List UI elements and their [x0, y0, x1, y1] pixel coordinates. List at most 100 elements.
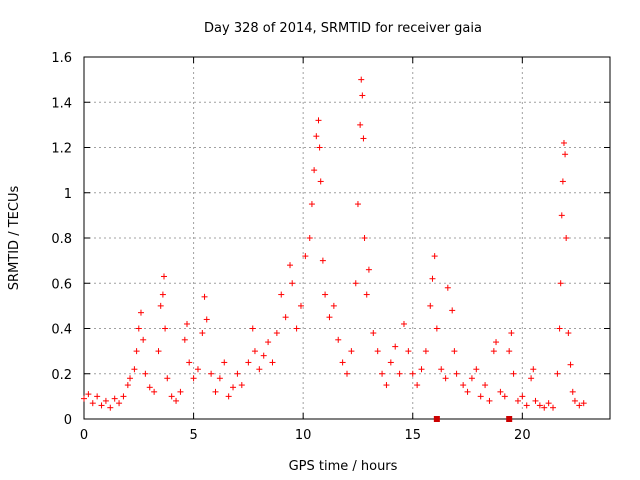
- data-point: [358, 76, 365, 83]
- data-point: [433, 325, 440, 332]
- data-point: [359, 92, 366, 99]
- data-point: [473, 366, 480, 373]
- data-point: [486, 397, 493, 404]
- data-point: [135, 325, 142, 332]
- data-point: [508, 330, 515, 337]
- data-point: [400, 320, 407, 327]
- data-point: [506, 348, 513, 355]
- data-point: [306, 235, 313, 241]
- gap-marker: [506, 416, 513, 422]
- data-point: [558, 212, 565, 219]
- data-point: [414, 382, 421, 389]
- data-point: [530, 366, 537, 373]
- data-point: [501, 393, 508, 400]
- data-point: [565, 330, 572, 337]
- data-point: [124, 382, 131, 389]
- data-point: [151, 388, 158, 395]
- data-point: [278, 291, 285, 298]
- data-point: [361, 235, 368, 241]
- data-point: [497, 388, 504, 395]
- data-point: [164, 375, 171, 382]
- data-point: [453, 370, 460, 377]
- data-point: [302, 253, 309, 260]
- data-point: [173, 397, 180, 404]
- data-point: [550, 404, 557, 411]
- data-point: [269, 359, 276, 366]
- data-point: [541, 404, 548, 411]
- x-tick-label: 15: [404, 428, 421, 443]
- data-point: [567, 361, 574, 368]
- data-point: [379, 370, 386, 377]
- data-point: [427, 302, 434, 309]
- gap-markers: [433, 416, 513, 422]
- x-axis-label: GPS time / hours: [289, 459, 398, 474]
- data-point: [203, 316, 210, 323]
- data-point: [490, 348, 497, 355]
- data-point: [230, 384, 237, 391]
- data-point: [370, 330, 377, 337]
- data-point: [449, 307, 456, 314]
- data-point: [468, 375, 475, 382]
- data-point: [98, 402, 105, 409]
- data-point: [238, 382, 245, 389]
- chart-title: Day 328 of 2014, SRMTID for receiver gai…: [204, 21, 482, 36]
- data-point: [155, 348, 162, 355]
- data-point: [245, 359, 252, 366]
- data-point: [111, 395, 118, 402]
- data-point: [571, 397, 578, 404]
- data-point: [317, 178, 324, 185]
- data-point: [102, 397, 109, 404]
- data-point: [316, 144, 323, 151]
- data-point: [383, 382, 390, 389]
- data-points: [81, 76, 587, 411]
- data-point: [313, 133, 320, 140]
- data-point: [335, 336, 342, 343]
- data-point: [212, 388, 219, 395]
- y-tick-label: 0.6: [51, 277, 72, 292]
- data-point: [360, 135, 367, 142]
- data-point: [482, 382, 489, 389]
- y-tick-label: 0: [64, 413, 72, 428]
- data-point: [510, 370, 517, 377]
- data-point: [354, 201, 361, 208]
- data-point: [81, 395, 87, 402]
- data-point: [190, 375, 197, 382]
- y-tick-label: 0.2: [51, 368, 72, 383]
- data-point: [208, 370, 215, 377]
- data-point: [330, 302, 337, 309]
- data-point: [493, 339, 500, 346]
- data-point: [260, 352, 267, 359]
- data-point: [216, 375, 223, 382]
- data-point: [221, 359, 228, 366]
- data-point: [357, 121, 364, 128]
- data-point: [374, 348, 381, 355]
- data-point: [431, 253, 438, 260]
- data-point: [365, 266, 372, 273]
- data-point: [569, 388, 576, 395]
- y-axis-label: SRMTID / TECUs: [7, 186, 22, 291]
- data-point: [562, 151, 569, 158]
- data-point: [580, 400, 587, 407]
- data-point: [120, 393, 127, 400]
- data-point: [477, 393, 484, 400]
- data-point: [168, 393, 175, 400]
- data-point: [545, 400, 552, 407]
- data-point: [107, 404, 114, 411]
- data-point: [308, 201, 315, 208]
- data-point: [140, 336, 147, 343]
- data-point: [199, 330, 206, 337]
- x-tick-label: 5: [189, 428, 197, 443]
- x-tick-label: 0: [80, 428, 88, 443]
- data-point: [387, 359, 394, 366]
- x-tick-label: 20: [514, 428, 531, 443]
- data-point: [326, 314, 333, 321]
- data-point: [315, 117, 322, 124]
- y-tick-label: 1.2: [51, 142, 72, 157]
- data-point: [322, 291, 329, 298]
- grid: [84, 57, 610, 419]
- data-point: [186, 359, 193, 366]
- data-point: [249, 325, 256, 332]
- axes: 0 5 10 15 20 0 0.2 0.4 0.6 0.8 1 1.2 1.4 1.6: [51, 51, 610, 443]
- data-point: [405, 348, 412, 355]
